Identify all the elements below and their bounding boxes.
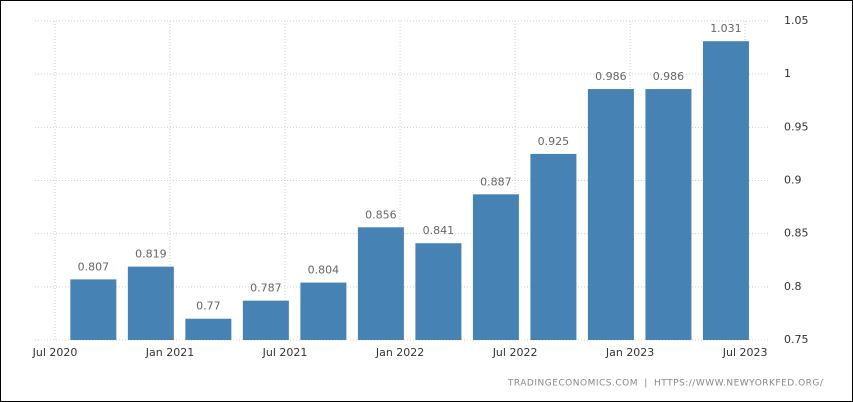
- source: TRADINGECONOMICS.COM: [507, 379, 638, 389]
- value-label: 0.841: [423, 224, 455, 237]
- value-label: 0.986: [595, 70, 627, 83]
- value-label: 0.807: [78, 260, 110, 273]
- x-tick-label: Jul 2020: [32, 346, 78, 359]
- y-tick-label: 0.95: [784, 120, 809, 133]
- y-tick-label: 0.8: [784, 280, 802, 293]
- value-label: 0.819: [135, 248, 167, 261]
- bar: [530, 153, 577, 340]
- x-tick-label: Jul 2021: [262, 346, 308, 359]
- y-tick-label: 0.75: [784, 333, 809, 346]
- y-tick-label: 0.85: [784, 227, 809, 240]
- bar: [587, 89, 634, 340]
- bar: [70, 279, 117, 340]
- separator: |: [644, 379, 648, 389]
- bar: [645, 89, 692, 340]
- x-tick-label: Jan 2023: [605, 346, 654, 359]
- y-tick-label: 0.9: [784, 174, 802, 187]
- value-label: 0.887: [480, 175, 512, 188]
- bar: [185, 318, 232, 340]
- bar: [300, 282, 347, 340]
- x-tick-label: Jul 2023: [722, 346, 768, 359]
- bar: [472, 194, 519, 340]
- value-label: 0.787: [250, 282, 282, 295]
- x-tick-label: Jan 2021: [145, 346, 194, 359]
- x-tick-label: Jan 2022: [375, 346, 424, 359]
- value-label: 1.031: [710, 22, 742, 35]
- bar: [127, 266, 174, 340]
- bar: [242, 300, 289, 340]
- value-label: 0.986: [653, 70, 685, 83]
- bar: [357, 227, 404, 340]
- source: HTTPS://WWW.NEWYORKFED.ORG/: [654, 379, 824, 389]
- value-label: 0.856: [365, 208, 397, 221]
- bar: [702, 41, 749, 340]
- value-label: 0.77: [196, 300, 221, 313]
- value-label: 0.925: [538, 135, 570, 148]
- bar: [415, 243, 462, 340]
- y-tick-label: 1: [784, 67, 791, 80]
- x-tick-label: Jul 2022: [492, 346, 538, 359]
- value-label: 0.804: [308, 264, 340, 277]
- y-tick-label: 1.05: [784, 14, 809, 27]
